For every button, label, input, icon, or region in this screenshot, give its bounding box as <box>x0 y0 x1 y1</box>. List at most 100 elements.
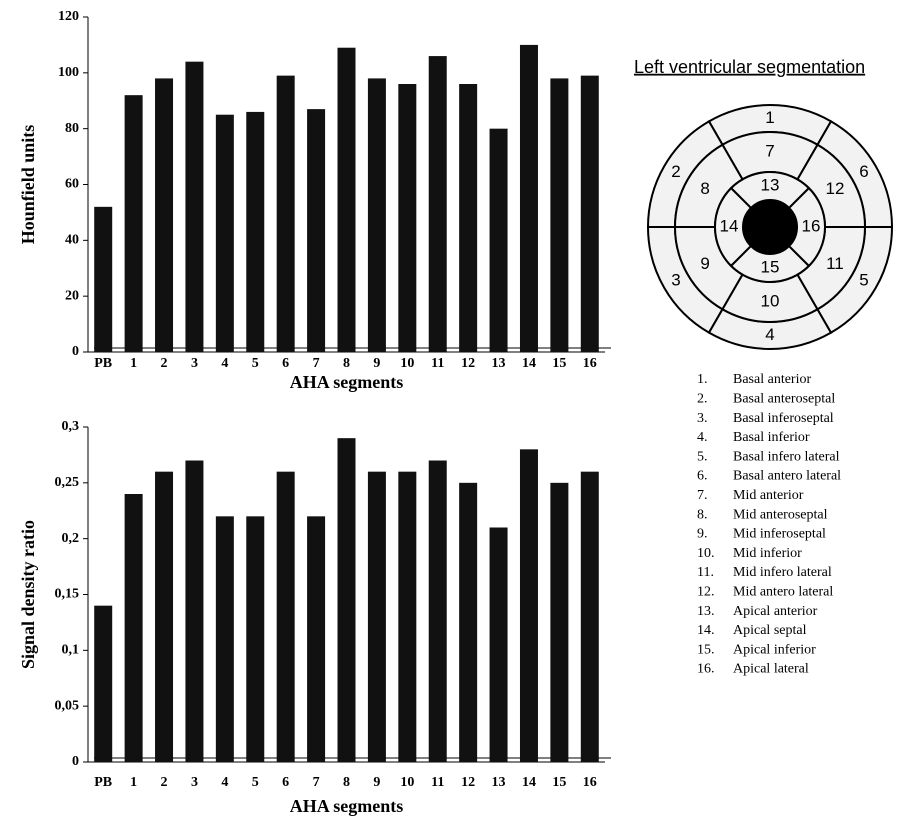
x-tick-label: 11 <box>431 775 444 790</box>
x-tick-label: 2 <box>161 356 168 371</box>
bar <box>459 84 477 352</box>
segment-number: 3. <box>697 411 708 426</box>
bullseye-label: 16 <box>802 216 821 235</box>
y-tick-label: 40 <box>65 233 79 248</box>
x-tick-label: 9 <box>373 356 380 371</box>
segment-name: Basal inferoseptal <box>733 411 834 426</box>
segment-number: 14. <box>697 623 715 638</box>
bar <box>550 78 568 352</box>
bullseye-label: 9 <box>700 254 709 273</box>
segment-name: Basal infero lateral <box>733 449 840 464</box>
segment-name: Mid antero lateral <box>733 585 833 600</box>
bar <box>520 449 538 762</box>
bar <box>307 109 325 352</box>
x-tick-label: 1 <box>130 775 137 790</box>
bar <box>277 76 295 352</box>
x-tick-label: 7 <box>313 775 320 790</box>
bar <box>490 129 508 352</box>
x-tick-label: 14 <box>522 356 536 371</box>
bar <box>338 48 356 352</box>
bar <box>94 606 112 762</box>
segment-number: 2. <box>697 392 708 407</box>
segment-name: Apical lateral <box>733 662 809 677</box>
segment-number: 6. <box>697 469 708 484</box>
x-tick-label: 10 <box>400 775 414 790</box>
segment-number: 9. <box>697 527 708 542</box>
y-tick-label: 0,1 <box>62 643 80 658</box>
y-axis-title: Signal density ratio <box>18 520 38 669</box>
segment-number: 5. <box>697 449 708 464</box>
bar <box>185 62 203 352</box>
y-tick-label: 120 <box>58 9 79 24</box>
bar <box>155 78 173 352</box>
segment-name: Basal inferior <box>733 430 810 445</box>
x-tick-label: 16 <box>583 356 597 371</box>
bullseye-center <box>743 200 797 254</box>
segment-name: Apical anterior <box>733 604 818 619</box>
y-tick-label: 0 <box>72 754 79 769</box>
x-tick-label: 4 <box>221 775 228 790</box>
x-tick-label: PB <box>94 775 112 790</box>
y-tick-label: 0,3 <box>62 419 80 434</box>
figure: Left ventricular segmentation 0204060801… <box>0 0 907 821</box>
y-axis-title: Hounfield units <box>18 125 38 245</box>
segment-number: 11. <box>697 565 714 580</box>
bar <box>429 56 447 352</box>
x-tick-label: 12 <box>461 356 475 371</box>
bar <box>307 516 325 762</box>
x-tick-label: 6 <box>282 356 289 371</box>
diagram-title: Left ventricular segmentation <box>634 57 865 77</box>
x-tick-label: 8 <box>343 775 350 790</box>
bullseye-label: 8 <box>700 179 709 198</box>
bar <box>581 76 599 352</box>
bar <box>550 483 568 762</box>
bar <box>490 528 508 763</box>
x-tick-label: 6 <box>282 775 289 790</box>
y-tick-label: 0 <box>72 344 79 359</box>
bullseye-label: 2 <box>671 162 680 181</box>
x-tick-label: 1 <box>130 356 137 371</box>
segment-name: Mid inferoseptal <box>733 527 826 542</box>
segment-name: Mid anteroseptal <box>733 507 828 522</box>
bullseye-label: 10 <box>761 291 780 310</box>
bar <box>216 115 234 352</box>
bar <box>125 95 143 352</box>
bar <box>246 516 264 762</box>
bar <box>368 472 386 762</box>
bar <box>185 461 203 763</box>
segment-name: Basal anteroseptal <box>733 392 835 407</box>
bar <box>94 207 112 352</box>
x-tick-label: 11 <box>431 356 444 371</box>
x-axis-title: AHA segments <box>290 796 404 816</box>
x-tick-label: 5 <box>252 775 259 790</box>
segment-number: 1. <box>697 372 708 387</box>
x-tick-label: 8 <box>343 356 350 371</box>
bar <box>459 483 477 762</box>
segment-number: 4. <box>697 430 708 445</box>
segment-name: Mid inferior <box>733 546 802 561</box>
bar <box>155 472 173 762</box>
bar <box>216 516 234 762</box>
segment-name: Apical inferior <box>733 642 816 657</box>
y-tick-label: 20 <box>65 288 79 303</box>
bullseye-label: 5 <box>859 271 868 290</box>
segment-number: 13. <box>697 604 715 619</box>
segment-number: 7. <box>697 488 708 503</box>
y-tick-label: 80 <box>65 121 79 136</box>
segment-name: Mid anterior <box>733 488 804 503</box>
x-tick-label: 2 <box>161 775 168 790</box>
bullseye-label: 12 <box>825 179 844 198</box>
x-tick-label: 5 <box>252 356 259 371</box>
y-tick-label: 0,15 <box>55 587 80 602</box>
bar <box>398 84 416 352</box>
bullseye-label: 4 <box>765 325 774 344</box>
segment-name: Apical septal <box>733 623 807 638</box>
x-tick-label: 13 <box>492 775 506 790</box>
bullseye-label: 6 <box>859 162 868 181</box>
bar <box>398 472 416 762</box>
bullseye-label: 3 <box>671 271 680 290</box>
x-tick-label: 15 <box>552 775 566 790</box>
x-tick-label: 4 <box>221 356 228 371</box>
bar <box>520 45 538 352</box>
bar <box>125 494 143 762</box>
